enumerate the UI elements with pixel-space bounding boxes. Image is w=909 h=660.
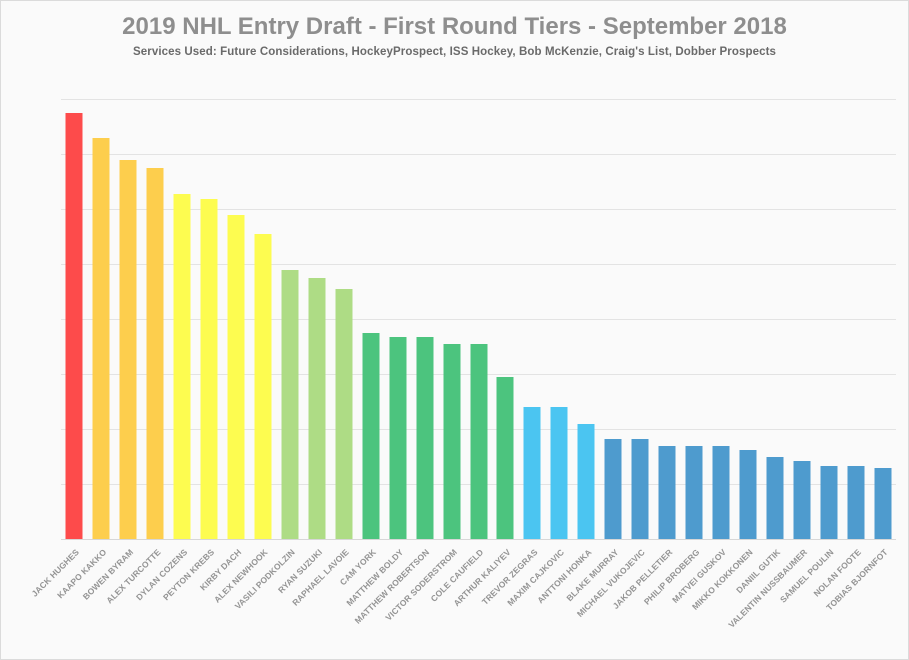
bar-slot-alex-newhook [250,99,277,539]
bar-slot-anttoni-honka [573,99,600,539]
gridline [61,319,896,320]
bar-matthew-boldy [389,336,407,539]
bar-slot-daniil-gutik [761,99,788,539]
bar-alex-newhook [254,233,272,539]
plot-area [61,99,896,540]
bars [61,99,896,539]
bar-slot-blake-murray [600,99,627,539]
bar-alex-turcotte [146,167,164,539]
bar-slot-philip-broberg [681,99,708,539]
bar-maxim-cajkovic [550,407,568,539]
bar-slot-vasili-podkolzin [277,99,304,539]
bar-slot-michael-vukojevic [627,99,654,539]
label-slot-alex-newhook: ALEX NEWHOOK [212,545,277,657]
bar-philip-broberg [685,445,703,539]
gridline [61,209,896,210]
bar-slot-peyton-krebs [196,99,223,539]
bar-slot-victor-soderstrom [438,99,465,539]
bar-vasili-podkolzin [281,269,299,539]
x-axis-line [61,539,896,540]
gridline [61,264,896,265]
bar-slot-alex-turcotte [142,99,169,539]
bar-slot-matthew-boldy [384,99,411,539]
bar-arthur-kaliyev [496,376,514,539]
bar-slot-matthew-robertson [411,99,438,539]
label-slot-dylan-cozens: DYLAN COZENS [134,545,196,657]
label-slot-jack-hughes: JACK HUGHES [30,545,88,657]
bar-michael-vukojevic [631,438,649,539]
bar-peyton-krebs [200,199,218,539]
bar-raphael-lavoie [335,288,353,539]
bar-slot-matvei-guskov [708,99,735,539]
bar-kirby-dach [227,214,245,539]
bar-cam-york [362,332,380,539]
bar-slot-valentin-nussbaumer [788,99,815,539]
bar-cole-caufield [470,343,488,539]
label-slot-valentin-nussbaumer: VALENTIN NUSSBAUMER [726,545,815,657]
bar-blake-murray [604,438,622,539]
bar-ryan-suzuki [308,277,326,539]
bar-slot-cam-york [357,99,384,539]
bar-slot-maxim-cajkovic [546,99,573,539]
bar-slot-jakob-pelletier [654,99,681,539]
bar-slot-ryan-suzuki [303,99,330,539]
label-slot-alex-turcotte: ALEX TURCOTTE [104,545,169,657]
bar-slot-kirby-dach [223,99,250,539]
label-slot-nolan-foote: NOLAN FOOTE [811,545,869,657]
bar-slot-tobias-bjornfot [869,99,896,539]
bar-matvei-guskov [712,445,730,539]
bar-slot-nolan-foote [842,99,869,539]
bar-nolan-foote [847,466,865,539]
chart-title: 2019 NHL Entry Draft - First Round Tiers… [122,13,787,40]
bar-bowen-byram [119,159,137,539]
bar-jack-hughes [65,112,83,539]
bar-valentin-nussbaumer [793,460,811,539]
label-slot-ryan-suzuki: RYAN SUZUKI [276,545,330,657]
gridline [61,154,896,155]
x-axis-labels: JACK HUGHES KAAPO KAKKO BOWEN BYRAM ALEX TU… [30,545,896,657]
bar-victor-soderstrom [443,343,461,539]
bar-slot-arthur-kaliyev [492,99,519,539]
bar-tobias-bjornfot [874,467,892,539]
label-slot-tobias-bjornfot: TOBIAS BJORNFOT [824,545,896,657]
bar-slot-bowen-byram [115,99,142,539]
chart-subtitle: Services Used: Future Considerations, Ho… [132,46,776,58]
bar-mikko-kokkonen [739,449,757,539]
bar-matthew-robertson [416,336,434,539]
bar-anttoni-honka [577,423,595,539]
bar-trevor-zegras [523,407,541,539]
bar-slot-cole-caufield [465,99,492,539]
bar-slot-dylan-cozens [169,99,196,539]
bar-jakob-pelletier [658,445,676,539]
bar-daniil-gutik [766,456,784,539]
bar-slot-kaapo-kakko [88,99,115,539]
bar-samuel-poulin [820,466,838,539]
bar-slot-raphael-lavoie [330,99,357,539]
bar-slot-samuel-poulin [815,99,842,539]
label-slot-bowen-byram: BOWEN BYRAM [81,545,142,657]
bar-slot-trevor-zegras [519,99,546,539]
bar-slot-mikko-kokkonen [734,99,761,539]
bar-slot-jack-hughes [61,99,88,539]
gridline [61,99,896,100]
label-slot-matvei-guskov: MATVEI GUSKOV [670,545,735,657]
bar-kaapo-kakko [92,137,110,539]
bar-dylan-cozens [173,193,191,539]
